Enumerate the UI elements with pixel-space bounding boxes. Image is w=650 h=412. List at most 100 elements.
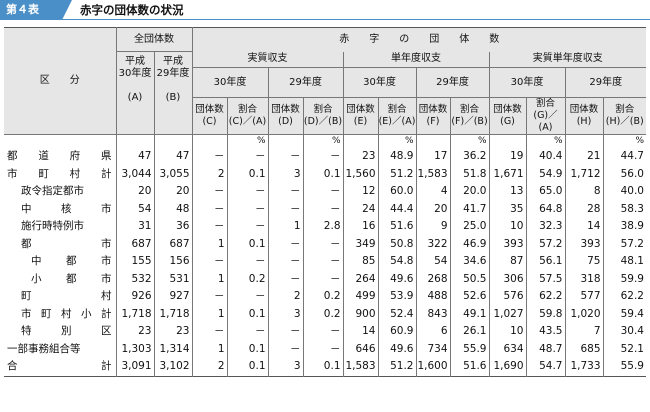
row-label: 中都市 xyxy=(4,253,116,271)
value-cell: 0.1 xyxy=(226,165,268,183)
value-cell: 51.6 xyxy=(449,358,489,376)
value-cell: 59.8 xyxy=(525,305,565,323)
group-tannendo: 単年度収支 xyxy=(342,51,489,68)
sub-header-10: 団体数 (H) xyxy=(564,97,603,135)
row-label-text: 特別区 xyxy=(21,325,112,337)
value-cell: 31 xyxy=(115,218,154,236)
value-cell: 1,690 xyxy=(488,358,526,376)
value-cell: 32.3 xyxy=(525,218,565,236)
value-cell: 155 xyxy=(115,253,154,271)
value-cell: 58.3 xyxy=(602,200,646,218)
group-jisshitsu: 実質収支 xyxy=(191,51,343,68)
value-cell: 1,671 xyxy=(488,165,526,183)
value-cell: 57.5 xyxy=(525,270,565,288)
value-cell: 3,044 xyxy=(115,165,154,183)
table-row: 一部事務組合等 1,303 1,314 1 0.1 －－ 646 49.6 734 55.9 634… xyxy=(4,340,646,359)
value-cell: 49.6 xyxy=(377,340,416,358)
value-cell: 49.1 xyxy=(449,305,489,323)
value-cell: 48.9 xyxy=(377,148,416,166)
value-cell: 85 xyxy=(342,253,378,271)
value-cell: 1,718 xyxy=(153,305,192,323)
col-b-year: 平成 29年度 xyxy=(156,56,190,79)
value-cell: 393 xyxy=(488,235,526,253)
row-label-text: 市町村小計 xyxy=(21,307,112,320)
table-row: 都市 687 687 1 0.1 －－ 349 50.8 322 46.9 393 57.2 393 57… xyxy=(4,235,646,253)
value-cell: 54 xyxy=(115,200,154,218)
value-cell: 734 xyxy=(415,340,450,358)
value-cell: 3,102 xyxy=(153,358,192,376)
unit-percent: % xyxy=(377,134,416,148)
table-row: 市町村計 3,044 3,055 2 0.1 3 0.1 1,560 51.2 1,583 51.8… xyxy=(4,165,646,183)
row-label-text: 市町村計 xyxy=(7,167,112,180)
value-cell: 49.6 xyxy=(377,270,416,288)
row-label-text: 町村 xyxy=(21,290,112,302)
row-label-text: 中都市 xyxy=(31,255,112,267)
value-cell: 2 xyxy=(191,358,227,376)
value-cell: 41.7 xyxy=(449,200,489,218)
sub-header-9: 割合 (G)／(A) xyxy=(525,97,565,135)
value-cell: 20 xyxy=(415,200,450,218)
deficit-header: 赤 字 の 団 体 数 xyxy=(191,27,646,52)
value-cell: 65.0 xyxy=(525,183,565,201)
value-cell: 531 xyxy=(153,270,192,288)
value-cell: 54.8 xyxy=(377,253,416,271)
value-cell: 46.9 xyxy=(449,235,489,253)
unit-percent: % xyxy=(602,134,646,148)
row-label: 一部事務組合等 xyxy=(4,341,116,359)
table-row: 中核市 54 48 －－－－ 24 44.4 20 41.7 35 64.8 28 58.3 xyxy=(4,200,646,218)
value-cell: 0.1 xyxy=(226,305,268,323)
value-cell: 60.0 xyxy=(377,183,416,201)
value-cell: 634 xyxy=(488,340,526,358)
title-underline xyxy=(0,19,650,20)
value-cell: － xyxy=(191,288,227,306)
sub-header-5: 割合 (E)／(A) xyxy=(377,97,416,135)
value-cell: 306 xyxy=(488,270,526,288)
value-cell: － xyxy=(267,270,303,288)
col-a-year: 平成 30年度 xyxy=(118,56,152,79)
value-cell: 44.4 xyxy=(377,200,416,218)
value-cell: 51.6 xyxy=(377,218,416,236)
value-cell: 1,583 xyxy=(342,358,378,376)
value-cell: 1,560 xyxy=(342,165,378,183)
value-cell: 55.9 xyxy=(602,358,646,376)
value-cell: 40.4 xyxy=(525,148,565,166)
sub-header-7: 割合 (F)／(B) xyxy=(449,97,489,135)
value-cell: 0.1 xyxy=(226,235,268,253)
value-cell: 0.2 xyxy=(302,288,343,306)
value-cell: 75 xyxy=(564,253,603,271)
value-cell: 60.9 xyxy=(377,323,416,341)
value-cell: 1 xyxy=(191,340,227,358)
value-cell: 19 xyxy=(488,148,526,166)
value-cell: 1,303 xyxy=(115,340,154,358)
value-cell: 52.1 xyxy=(602,340,646,358)
table-row: 施行時特例市 31 36 －－ 1 2.8 16 51.6 9 25.0 10 32.3 14 38.9 xyxy=(4,218,646,236)
value-cell: 1,314 xyxy=(153,340,192,358)
value-cell: 25.0 xyxy=(449,218,489,236)
value-cell: 3,091 xyxy=(115,358,154,376)
row-label: 政令指定都市 xyxy=(4,183,116,201)
value-cell: 28 xyxy=(564,200,603,218)
sub-header-4: 団体数 (E) xyxy=(342,97,378,135)
col-a-code: (A) xyxy=(127,92,143,103)
value-cell: 349 xyxy=(342,235,378,253)
value-cell: 51.8 xyxy=(449,165,489,183)
value-cell: 12 xyxy=(342,183,378,201)
unit-percent: % xyxy=(449,134,489,148)
value-cell: 51.2 xyxy=(377,165,416,183)
value-cell: 1,600 xyxy=(415,358,450,376)
value-cell: － xyxy=(267,323,303,341)
sub-header-8: 団体数 (G) xyxy=(488,97,526,135)
value-cell: 318 xyxy=(564,270,603,288)
row-label: 町村 xyxy=(4,288,116,306)
value-cell: 59.9 xyxy=(602,270,646,288)
value-cell: 1 xyxy=(191,305,227,323)
row-label-text: 中核市 xyxy=(21,202,112,215)
value-cell: 4 xyxy=(415,183,450,201)
title-bar: 第４表 赤字の団体数の状況 xyxy=(0,0,650,20)
value-cell: 14 xyxy=(564,218,603,236)
row-label-text: 都道府県 xyxy=(7,150,112,162)
unit-cell xyxy=(415,134,450,148)
value-cell: 54 xyxy=(415,253,450,271)
value-cell: 687 xyxy=(153,235,192,253)
value-cell: 43.5 xyxy=(525,323,565,341)
